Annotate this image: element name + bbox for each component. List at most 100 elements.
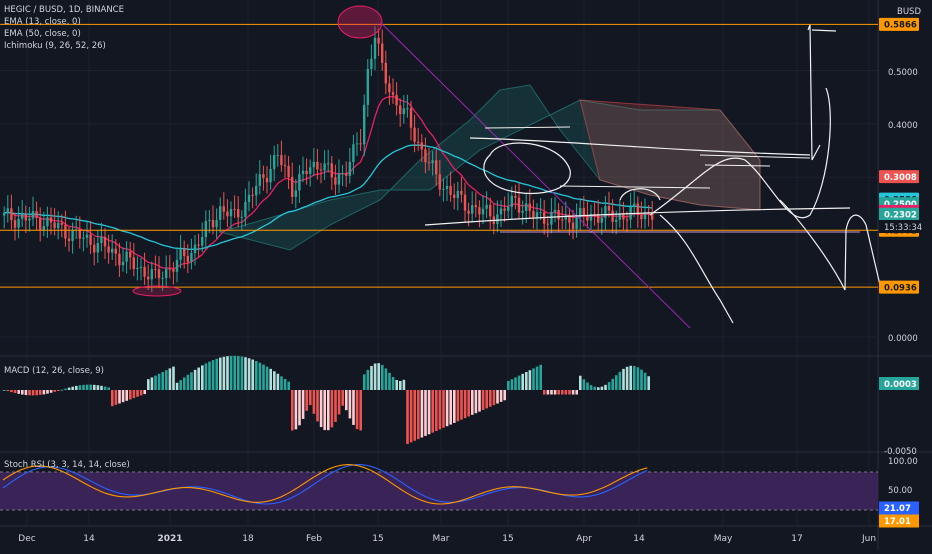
symbol-title: HEGIC / BUSD, 1D, BINANCE <box>4 5 124 15</box>
candle-body <box>287 165 290 177</box>
candle-body <box>420 142 423 150</box>
macd-bar <box>589 385 593 390</box>
candle-body <box>229 209 233 217</box>
candle-body <box>449 185 452 195</box>
candle-body <box>517 197 521 213</box>
macd-bar <box>485 390 488 409</box>
macd-bar <box>564 390 568 395</box>
macd-bar <box>96 385 100 390</box>
candle-body <box>31 211 35 219</box>
candle-body <box>197 244 200 246</box>
candle-body <box>445 185 449 189</box>
currency-label: BUSD <box>897 7 921 17</box>
rsi-value-label: 17.01 <box>884 517 911 527</box>
candle-body <box>568 215 571 223</box>
candle-body <box>395 95 398 106</box>
candle-body <box>157 269 161 279</box>
candle-body <box>233 209 236 211</box>
rsi-tick-label: 100.00 <box>888 457 918 467</box>
candle-body <box>35 211 38 218</box>
bottom-highlight-ellipse <box>132 285 182 297</box>
macd-bar <box>435 390 438 432</box>
candle-body <box>111 248 114 253</box>
candle-body <box>125 251 128 262</box>
candle-body <box>172 269 175 272</box>
macd-bar <box>132 390 136 399</box>
candle-body <box>89 234 92 245</box>
candle-body <box>388 83 391 93</box>
candle-body <box>478 207 481 215</box>
macd-bar <box>93 384 96 390</box>
time-tick-label: 2021 <box>157 534 182 544</box>
macd-bar <box>71 386 74 390</box>
candle-body <box>618 214 621 220</box>
macd-bar <box>143 390 146 395</box>
macd-bar <box>409 390 413 443</box>
candle-body <box>507 206 510 211</box>
candle-body <box>539 212 542 214</box>
macd-bar <box>269 368 272 390</box>
macd-bar <box>75 385 78 390</box>
macd-bar <box>114 390 118 405</box>
time-tick-label: 14 <box>83 534 95 544</box>
candle-body <box>13 220 17 228</box>
candle-body <box>208 219 211 221</box>
macd-bar <box>219 357 222 390</box>
macd-bar <box>636 367 640 390</box>
candle-body <box>532 210 535 218</box>
candle-body <box>381 43 384 63</box>
macd-bar <box>39 390 42 395</box>
macd-bar <box>471 390 474 415</box>
candle-body <box>352 144 355 163</box>
candle-body <box>85 234 89 238</box>
macd-bar <box>323 390 326 431</box>
macd-bar <box>503 390 506 401</box>
macd-bar <box>474 390 478 414</box>
candle-body <box>121 261 125 266</box>
macd-bar <box>417 390 420 440</box>
macd-bar <box>597 387 600 390</box>
macd-bar <box>550 390 553 395</box>
macd-bar <box>478 390 481 412</box>
macd-bar <box>622 368 625 390</box>
macd-bar <box>539 364 542 390</box>
macd-bar <box>193 369 197 390</box>
macd-bar <box>186 374 190 390</box>
candle-body <box>269 169 272 183</box>
candle-body <box>409 108 413 128</box>
candle-body <box>546 223 549 225</box>
macd-bar <box>294 390 298 430</box>
candle-body <box>118 253 121 266</box>
macd-bar <box>150 377 154 390</box>
price-badge <box>879 207 919 221</box>
candle-body <box>46 217 49 227</box>
macd-bar <box>467 390 470 417</box>
candle-body <box>413 127 416 142</box>
macd-tick-label: -0.0050 <box>884 447 917 457</box>
candle-body <box>355 143 359 145</box>
macd-bar <box>190 372 193 390</box>
candle-body <box>247 194 251 202</box>
candle-body <box>359 143 362 145</box>
macd-bar <box>226 356 229 390</box>
candle-body <box>273 155 276 170</box>
time-axis-layer: Dec 14 2021 18 Feb 15 Mar 15 Apr 14 May 17 Jun <box>18 534 876 544</box>
price-axis-layer: 0.50000.40000.00000.58660.30080.25860.25… <box>879 17 932 528</box>
macd-bar <box>568 390 571 395</box>
macd-bar <box>237 356 240 390</box>
candle-body <box>510 195 513 207</box>
macd-bar <box>453 390 456 423</box>
drawn-projection-up <box>649 87 831 219</box>
macd-bar <box>309 390 312 406</box>
candle-body <box>28 218 31 221</box>
macd-bar <box>298 390 301 426</box>
macd-bar <box>571 390 575 395</box>
candle-body <box>132 257 135 270</box>
time-tick-label: 14 <box>633 534 645 544</box>
price-badge-label: 0.5866 <box>884 21 917 31</box>
macd-bar <box>445 390 449 427</box>
stoch-rsi-layer <box>0 464 878 511</box>
